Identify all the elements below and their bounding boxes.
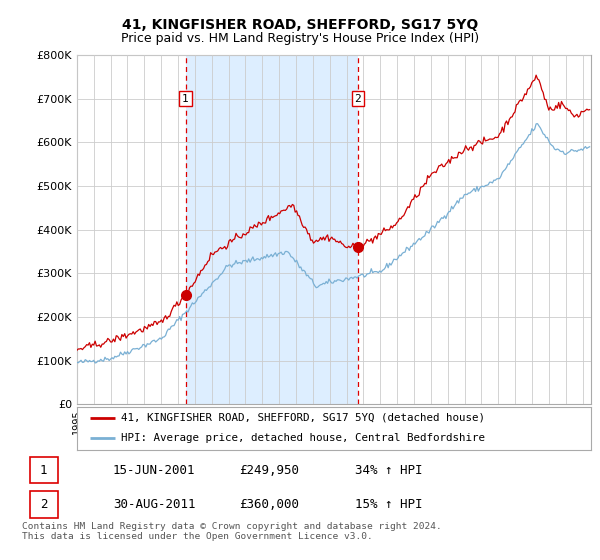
Text: 30-AUG-2011: 30-AUG-2011 xyxy=(113,498,196,511)
Text: HPI: Average price, detached house, Central Bedfordshire: HPI: Average price, detached house, Cent… xyxy=(121,433,485,444)
Text: 41, KINGFISHER ROAD, SHEFFORD, SG17 5YQ: 41, KINGFISHER ROAD, SHEFFORD, SG17 5YQ xyxy=(122,18,478,32)
Text: 2: 2 xyxy=(40,498,47,511)
Text: Contains HM Land Registry data © Crown copyright and database right 2024.
This d: Contains HM Land Registry data © Crown c… xyxy=(22,522,442,542)
Text: 2: 2 xyxy=(354,94,361,104)
Text: Price paid vs. HM Land Registry's House Price Index (HPI): Price paid vs. HM Land Registry's House … xyxy=(121,32,479,45)
Text: 1: 1 xyxy=(40,464,47,477)
Text: £249,950: £249,950 xyxy=(239,464,299,477)
Text: 15-JUN-2001: 15-JUN-2001 xyxy=(113,464,196,477)
FancyBboxPatch shape xyxy=(30,491,58,517)
FancyBboxPatch shape xyxy=(30,457,58,483)
Text: £360,000: £360,000 xyxy=(239,498,299,511)
Bar xyxy=(185,55,358,404)
Text: 41, KINGFISHER ROAD, SHEFFORD, SG17 5YQ (detached house): 41, KINGFISHER ROAD, SHEFFORD, SG17 5YQ … xyxy=(121,413,485,423)
Text: 34% ↑ HPI: 34% ↑ HPI xyxy=(355,464,422,477)
Text: 15% ↑ HPI: 15% ↑ HPI xyxy=(355,498,422,511)
Text: 1: 1 xyxy=(182,94,189,104)
